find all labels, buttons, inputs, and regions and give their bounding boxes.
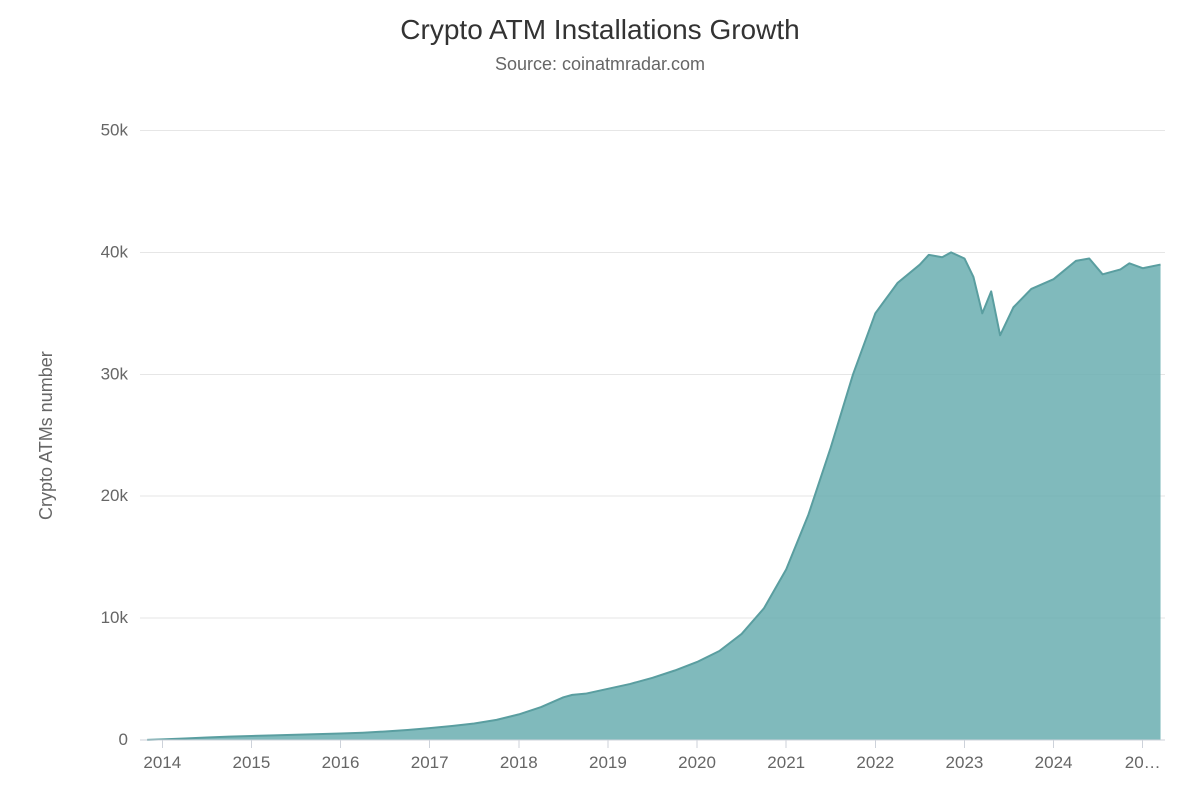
y-tick-label: 0 xyxy=(119,730,128,749)
x-tick-label: 2014 xyxy=(143,753,181,772)
x-tick-label: 2018 xyxy=(500,753,538,772)
x-tick-label: 2017 xyxy=(411,753,449,772)
y-tick-label: 20k xyxy=(101,486,129,505)
x-tick-label: 2022 xyxy=(856,753,894,772)
y-tick-label: 30k xyxy=(101,364,129,383)
x-tick-label: 2024 xyxy=(1035,753,1073,772)
x-tick-label: 2015 xyxy=(232,753,270,772)
y-tick-label: 40k xyxy=(101,242,129,261)
chart-svg: 0 10k 20k 30k 40k 50k 2014 2015 2016 2017 2018 2019… xyxy=(0,0,1200,800)
x-tick-label: 2023 xyxy=(946,753,984,772)
chart-container: Crypto ATM Installations Growth Source: … xyxy=(0,0,1200,800)
x-tick-label: 2020 xyxy=(678,753,716,772)
y-tick-label: 10k xyxy=(101,608,129,627)
x-tick-label: 2016 xyxy=(322,753,360,772)
x-tick-label: 2019 xyxy=(589,753,627,772)
x-tick-label: 2021 xyxy=(767,753,805,772)
y-tick-label: 50k xyxy=(101,120,129,139)
x-tick-label: 20… xyxy=(1125,753,1161,772)
